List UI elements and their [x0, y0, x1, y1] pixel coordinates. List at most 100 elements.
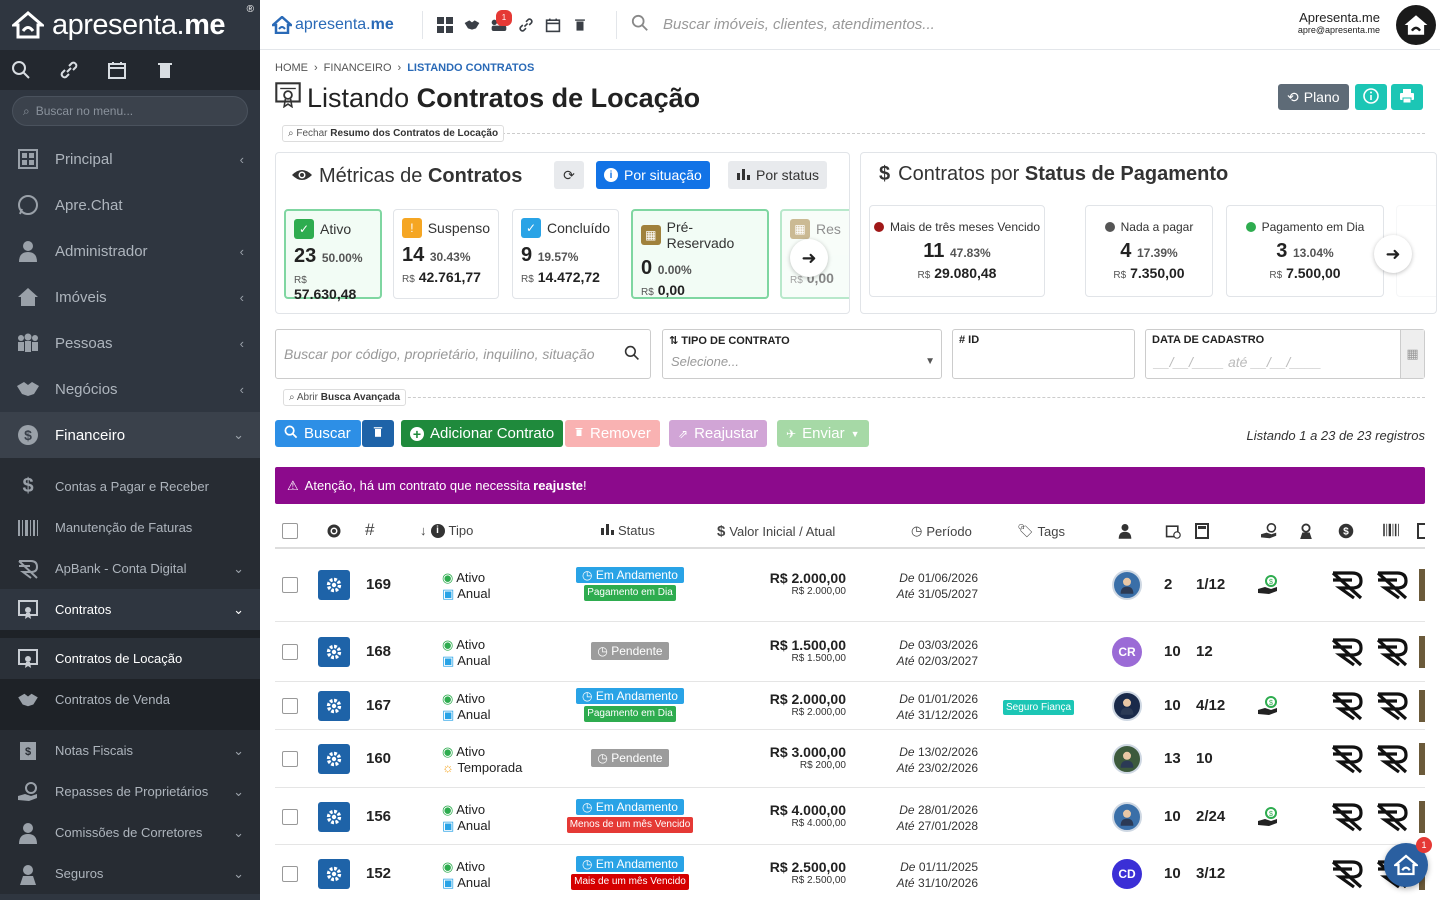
handshake-icon[interactable]	[464, 17, 480, 33]
info-button[interactable]	[1355, 84, 1387, 110]
sidebar-item-imoveis[interactable]: Imóveis ‹	[0, 274, 260, 320]
enviar-button[interactable]: ✈ Enviar ▼	[777, 420, 869, 447]
sidebar-item-seguros[interactable]: Seguros ⌄	[0, 853, 260, 894]
sidebar-item-contratos-locacao[interactable]: Contratos de Locação	[0, 638, 260, 679]
table-row[interactable]: 168 ◉ Ativo ▣ Anual ◷ Pendente R$ 1.500,00 R$…	[275, 622, 1425, 682]
breadcrumb-home[interactable]: HOME	[275, 62, 308, 74]
print-button[interactable]	[1391, 84, 1423, 110]
sidebar-item-financeiro[interactable]: $ Financeiro ⌄	[0, 412, 260, 458]
fechar-resumo-toggle[interactable]: ⌕ Fechar Resumo dos Contratos de Locação	[282, 125, 505, 142]
sidebar-item-contratos-venda[interactable]: Contratos de Venda	[0, 679, 260, 720]
metric-card-ativo[interactable]: ✓ Ativo 23 50.00% R$ 57.630,48	[284, 209, 382, 302]
por-status-button[interactable]: Por status	[728, 161, 828, 189]
avatar[interactable]	[1112, 570, 1142, 600]
apbank-boleto-icon[interactable]	[1330, 859, 1364, 892]
user-tie-icon[interactable]	[1118, 523, 1132, 539]
calculator-icon[interactable]	[1195, 523, 1209, 539]
sidebar-search-input[interactable]: ⌕ Buscar no menu...	[12, 96, 248, 126]
refresh-button[interactable]: ⟳	[554, 161, 584, 189]
reajustar-button[interactable]: ⇗ Reajustar	[669, 420, 768, 447]
row-checkbox[interactable]	[282, 698, 298, 714]
adicionar-contrato-button[interactable]: + Adicionar Contrato	[401, 420, 564, 447]
select-all-checkbox[interactable]	[282, 523, 298, 539]
row-settings-button[interactable]	[318, 744, 350, 774]
calendar-icon[interactable]	[545, 17, 561, 33]
row-settings-button[interactable]	[318, 637, 350, 667]
search-icon[interactable]	[8, 57, 34, 83]
table-row[interactable]: 152 ◉ Ativo ▣ Anual ◷ Em Andamento Mais de u…	[275, 845, 1425, 900]
avatar[interactable]	[1112, 691, 1142, 721]
sidebar-logo[interactable]: apresenta.me ®	[0, 0, 260, 50]
apbank-pix-icon[interactable]	[1375, 691, 1409, 724]
sidebar-item-notas[interactable]: $ Notas Fiscais ⌄	[0, 730, 260, 771]
breadcrumb-financeiro[interactable]: FINANCEIRO	[323, 62, 392, 74]
col-valor[interactable]: $ Valor Inicial / Atual	[717, 523, 836, 540]
property-thumbnail[interactable]	[1419, 636, 1425, 668]
apbank-boleto-icon[interactable]	[1330, 691, 1364, 724]
property-thumbnail[interactable]	[1419, 569, 1425, 601]
link-icon[interactable]	[518, 17, 534, 33]
trash-icon[interactable]	[152, 57, 178, 83]
row-checkbox[interactable]	[282, 808, 298, 825]
col-status[interactable]: Status	[600, 523, 655, 538]
dollar-circle-icon[interactable]: $	[1338, 523, 1354, 539]
hand-coin-icon[interactable]	[1260, 523, 1278, 539]
sidebar-item-administrador[interactable]: Administrador ‹	[0, 228, 260, 274]
table-row[interactable]: 167 ◉ Ativo ▣ Anual ◷ Em Andamento Pagamento…	[275, 682, 1425, 730]
user-info[interactable]: Apresenta.me apre@apresenta.me	[1297, 10, 1380, 35]
apbank-pix-icon[interactable]	[1375, 744, 1409, 777]
sidebar-item-apbank[interactable]: ApBank - Conta Digital ⌄	[0, 548, 260, 589]
row-settings-button[interactable]	[318, 858, 350, 889]
topbar-brand[interactable]: apresenta.me	[272, 15, 412, 34]
row-checkbox[interactable]	[282, 865, 298, 882]
avatar[interactable]	[1112, 744, 1142, 774]
sidebar-item-comissoes[interactable]: Comissões de Corretores ⌄	[0, 812, 260, 853]
users-icon[interactable]: 1	[491, 9, 512, 33]
payment-card-vencido[interactable]: Mais de três meses Vencido 11 47.83% R$ …	[869, 205, 1045, 297]
por-situacao-button[interactable]: i Por situação	[596, 161, 710, 189]
hand-coin-icon[interactable]: $	[1257, 696, 1279, 719]
apbank-boleto-icon[interactable]	[1330, 570, 1364, 603]
tipo-contrato-select[interactable]: ⇅ TIPO DE CONTRATO Selecione... ▼	[662, 329, 942, 379]
metric-card-concluido[interactable]: ✓ Concluído 9 19.57% R$ 14.472,72	[512, 209, 619, 299]
col-tipo[interactable]: ↓ i Tipo	[420, 523, 474, 538]
table-row[interactable]: 160 ◉ Ativo ☼ Temporada ◷ Pendente R$ 3.000,…	[275, 730, 1425, 788]
avatar[interactable]: CR	[1112, 637, 1142, 667]
hand-coin-icon[interactable]: $	[1257, 575, 1279, 598]
calendar-icon[interactable]	[104, 57, 130, 83]
row-settings-button[interactable]	[318, 570, 350, 600]
apbank-boleto-icon[interactable]	[1330, 802, 1364, 835]
sidebar-item-contas[interactable]: $ Contas a Pagar e Receber	[0, 466, 260, 507]
global-search-input[interactable]: Buscar imóveis, clientes, atendimentos..…	[616, 10, 935, 39]
property-thumbnail[interactable]	[1419, 800, 1425, 833]
col-periodo[interactable]: ◷ Período	[911, 523, 972, 539]
sidebar-item-aprechat[interactable]: Apre.Chat	[0, 182, 260, 228]
contract-id[interactable]: 168	[366, 643, 392, 660]
col-tags[interactable]: 🏷︎ Tags	[1017, 523, 1065, 539]
row-settings-button[interactable]	[318, 691, 350, 721]
sidebar-item-pessoas[interactable]: Pessoas ‹	[0, 320, 260, 366]
apbank-boleto-icon[interactable]	[1330, 637, 1364, 670]
metric-card-suspenso[interactable]: ! Suspenso 14 30.43% R$ 42.761,77	[393, 209, 499, 299]
sidebar-item-principal[interactable]: Principal ‹	[0, 136, 260, 182]
chat-fab-button[interactable]: 1	[1384, 837, 1432, 887]
col-id[interactable]: #	[365, 520, 375, 539]
payment-card-em-dia[interactable]: Pagamento em Dia 3 13.04% R$ 7.500,00	[1226, 205, 1384, 297]
property-thumbnail[interactable]	[1419, 690, 1425, 722]
document-icon[interactable]	[1417, 523, 1425, 539]
sidebar-item-faturas[interactable]: Manutenção de Faturas	[0, 507, 260, 548]
avatar[interactable]: CD	[1112, 858, 1142, 889]
busca-avancada-toggle[interactable]: ⌕ Abrir Busca Avançada	[283, 389, 407, 406]
contract-id[interactable]: 169	[366, 576, 392, 593]
property-thumbnail[interactable]	[1419, 743, 1425, 775]
hand-coin-icon[interactable]: $	[1257, 806, 1279, 830]
apbank-boleto-icon[interactable]	[1330, 744, 1364, 777]
row-checkbox[interactable]	[282, 577, 298, 593]
apbank-pix-icon[interactable]	[1375, 802, 1409, 835]
contract-id[interactable]: 152	[366, 864, 392, 882]
sidebar-item-repasses[interactable]: Repasses de Proprietários ⌄	[0, 771, 260, 812]
calendar-icon[interactable]: ▦	[1400, 330, 1424, 378]
trash-icon[interactable]	[572, 17, 588, 33]
row-checkbox[interactable]	[282, 644, 298, 660]
tag-badge[interactable]: Seguro Fiança	[1003, 700, 1075, 715]
